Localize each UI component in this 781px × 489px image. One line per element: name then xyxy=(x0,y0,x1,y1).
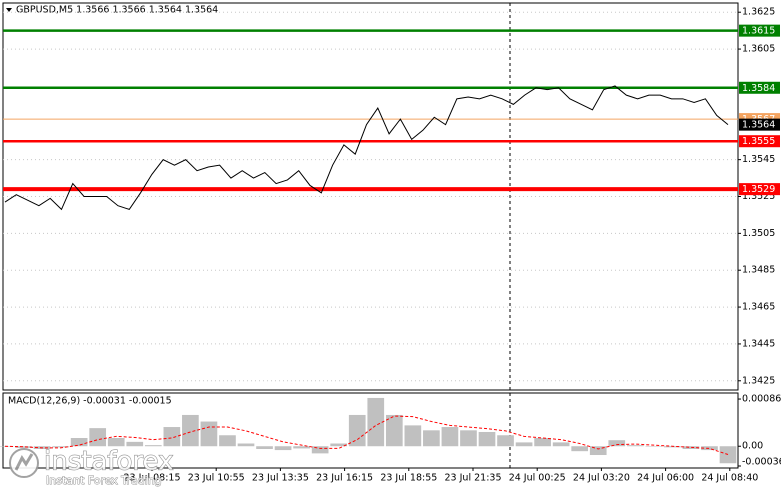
y-tick-label: 1.3445 xyxy=(742,338,775,349)
macd-bar xyxy=(515,442,533,447)
macd-bar xyxy=(534,438,551,447)
menu-arrow xyxy=(6,8,12,12)
plot: 1.3625 1.3605 1.3545 1.3525 1.3505 1.3485 1.34… xyxy=(0,7,781,484)
y-tick-label: 1.3545 xyxy=(742,154,775,165)
x-tick-label: 24 Jul 03:20 xyxy=(573,473,630,484)
macd-bar xyxy=(15,446,32,448)
x-tick-label: 23 Jul 08:15 xyxy=(124,473,181,484)
macd-bar xyxy=(163,427,181,447)
macd-bar xyxy=(367,397,385,447)
level-label-box xyxy=(739,81,780,94)
macd-bar xyxy=(626,445,644,447)
level-label: 1.3555 xyxy=(742,136,775,147)
macd-bar xyxy=(441,427,459,447)
macd-frame xyxy=(2,392,739,469)
macd-bar xyxy=(182,414,199,447)
logo-text: instaforex xyxy=(44,447,173,477)
macd-bar xyxy=(144,445,162,447)
x-tick-label: 23 Jul 18:55 xyxy=(380,473,437,484)
level-label: 1.3615 xyxy=(742,26,775,37)
macd-bar xyxy=(293,446,310,449)
level-label-box xyxy=(739,118,780,131)
level-label-box xyxy=(739,183,780,196)
macd-bar xyxy=(404,425,422,447)
macd-bar xyxy=(664,446,681,448)
macd-bar xyxy=(126,441,144,447)
y-tick-label: 1.3425 xyxy=(742,375,775,386)
macd-bar xyxy=(478,431,496,447)
x-tick-label: 24 Jul 06:00 xyxy=(637,473,694,484)
y-tick-label: 0.00086 xyxy=(742,394,781,405)
y-tick-label: 1.3465 xyxy=(742,302,775,313)
macd-bar xyxy=(200,421,218,447)
macd-bar xyxy=(237,443,255,447)
macd-bar xyxy=(219,435,236,447)
macd-bar xyxy=(330,443,348,447)
level-label-box xyxy=(739,135,780,148)
y-tick-label: 1.3625 xyxy=(742,7,775,18)
macd-bar xyxy=(52,446,69,448)
macd-bar xyxy=(423,430,440,447)
y-tick-label: 1.3485 xyxy=(742,265,775,276)
level-label-box xyxy=(739,24,780,37)
y-tick-label: -0.00036 xyxy=(742,457,781,468)
y-tick-label: 1.3525 xyxy=(742,191,775,202)
macd-bar xyxy=(682,446,700,449)
y-tick-label: 1.3605 xyxy=(742,44,775,55)
y-tick-label: 0.00 xyxy=(742,441,763,452)
x-tick-label: 23 Jul 21:35 xyxy=(445,473,502,484)
x-tick-label: 24 Jul 00:25 xyxy=(509,473,566,484)
level-label: 1.3584 xyxy=(742,83,775,94)
macd-bar xyxy=(571,446,589,452)
macd-bar xyxy=(107,438,125,447)
macd-bar xyxy=(701,446,718,451)
logo: instaforex Instant Forex Trading xyxy=(9,446,174,488)
logo-mark xyxy=(14,453,34,471)
macd-bar xyxy=(552,442,570,447)
y-tick-label: 1.3505 xyxy=(742,228,775,239)
x-tick-label: 23 Jul 13:35 xyxy=(252,473,309,484)
signal-line xyxy=(4,415,729,455)
macd-bar xyxy=(70,438,88,447)
macd-bar xyxy=(460,430,477,447)
x-tick-label: 24 Jul 08:40 xyxy=(701,473,758,484)
level-label: 1.3529 xyxy=(742,184,775,195)
macd-bar xyxy=(589,446,607,456)
x-tick-label: 23 Jul 16:15 xyxy=(316,473,373,484)
macd-title: MACD(12,26,9) -0.00031 -0.00015 xyxy=(8,396,172,407)
macd-bar xyxy=(256,446,273,449)
chart-title: GBPUSD,M5 1.3566 1.3566 1.3564 1.3564 xyxy=(16,5,218,16)
x-tick-label: 23 Jul 10:55 xyxy=(188,473,245,484)
macd-bar xyxy=(385,414,403,447)
macd-bar xyxy=(719,446,737,464)
level-label: 1.3564 xyxy=(742,120,775,131)
macd-bar xyxy=(311,446,329,454)
macd-bar xyxy=(348,414,366,447)
macd-bar xyxy=(645,446,663,447)
macd-bar xyxy=(274,446,292,451)
price-line xyxy=(4,85,729,211)
macd-bar xyxy=(89,428,107,447)
macd-bar xyxy=(497,435,514,447)
macd-bar xyxy=(608,440,626,447)
logo-tagline: Instant Forex Trading xyxy=(46,474,162,487)
